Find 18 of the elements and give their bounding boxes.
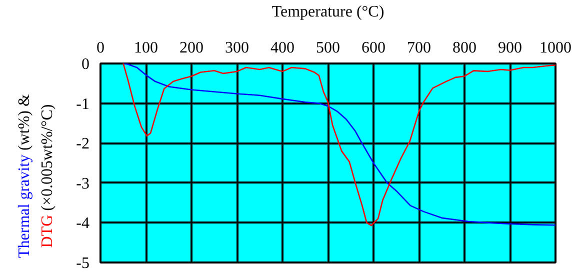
x-tick-label: 1000 [540, 40, 572, 56]
x-tick-label: 200 [180, 40, 204, 56]
x-tick-label: 0 [96, 40, 104, 56]
x-tick-label: 400 [270, 40, 294, 56]
y-tick-label: -4 [76, 215, 90, 232]
x-tick-label: 900 [498, 40, 522, 56]
x-tick-label: 600 [362, 40, 386, 56]
x-tick-label: 300 [225, 40, 249, 56]
x-tick-label: 500 [316, 40, 340, 56]
x-tick-label: 100 [134, 40, 158, 56]
y-tick-label: 0 [82, 56, 90, 73]
x-tick-label: 700 [407, 40, 431, 56]
y-tick-label: -5 [76, 255, 90, 272]
x-tick-label: 800 [452, 40, 476, 56]
y-tick-label: -2 [76, 136, 90, 153]
x-axis-title: Temperature (°C) [272, 4, 384, 20]
y-tick-label: -3 [76, 175, 90, 192]
y-tick-label: -1 [76, 96, 90, 113]
